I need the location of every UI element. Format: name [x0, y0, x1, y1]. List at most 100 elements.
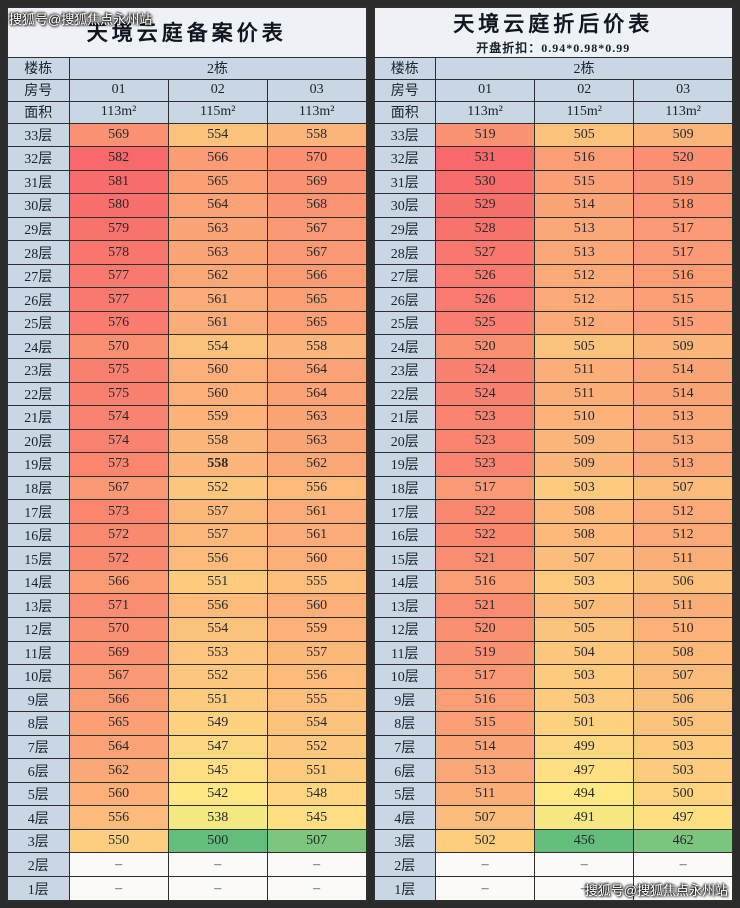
floor-label: 6层	[373, 758, 436, 783]
price-cell: 569	[266, 169, 368, 195]
floor-row: 3层 502 456 462	[373, 828, 734, 854]
price-cell: 516	[633, 263, 734, 289]
price-cell: 491	[534, 805, 635, 830]
price-cell: 509	[534, 428, 635, 454]
price-cell: 556	[167, 593, 268, 618]
area-row: 面积 113m² 115m² 113m²	[373, 100, 734, 124]
building-value: 2栋	[68, 56, 367, 80]
price-cell: 564	[68, 734, 169, 760]
price-cell: 564	[266, 381, 368, 407]
floor-label: 31层	[373, 169, 436, 195]
price-cell: 547	[167, 734, 268, 760]
floor-label: 28层	[373, 240, 436, 265]
floor-row: 19层 523 509 513	[373, 452, 734, 477]
price-cell: 571	[68, 593, 169, 618]
floor-label: 24层	[373, 334, 436, 359]
floor-row: 27层 526 512 516	[373, 263, 734, 289]
price-cell: 506	[633, 569, 734, 595]
price-cell: 564	[167, 193, 268, 218]
floor-row: 22层 575 560 564	[6, 381, 368, 407]
room-row: 房号 01 02 03	[373, 78, 734, 102]
room-number: 01	[434, 78, 536, 102]
price-cell: –	[266, 876, 368, 902]
price-cell: 572	[68, 546, 169, 571]
price-cell: 538	[167, 805, 268, 830]
price-cell: 500	[167, 828, 268, 854]
price-cell: 526	[434, 263, 536, 289]
floor-row: 10层 517 503 507	[373, 664, 734, 689]
price-cell: 510	[633, 616, 734, 642]
price-cell: 519	[434, 122, 536, 148]
price-cell: 512	[633, 499, 734, 524]
floor-row: 32层 582 566 570	[6, 146, 368, 171]
price-cell: 557	[167, 499, 268, 524]
price-cell: –	[266, 852, 368, 877]
floor-row: 23层 524 511 514	[373, 357, 734, 383]
floor-row: 24层 520 505 509	[373, 334, 734, 359]
price-cell: 521	[434, 593, 536, 618]
floor-row: 2层 – – –	[6, 852, 368, 877]
floor-label: 25层	[6, 310, 70, 336]
floor-label: 33层	[6, 122, 70, 148]
floor-label: 8层	[6, 711, 70, 736]
area-label: 面积	[6, 100, 70, 124]
floor-row: 6层 562 545 551	[6, 758, 368, 783]
floor-label: 1层	[6, 876, 70, 902]
price-cell: 549	[167, 711, 268, 736]
floor-row: 9层 516 503 506	[373, 687, 734, 713]
floor-row: 9层 566 551 555	[6, 687, 368, 713]
floor-label: 33层	[373, 122, 436, 148]
price-cell: 552	[167, 475, 268, 501]
floor-row: 4层 556 538 545	[6, 805, 368, 830]
price-cell: 554	[266, 711, 368, 736]
price-cell: 565	[167, 169, 268, 195]
price-cell: 514	[534, 193, 635, 218]
price-cell: 517	[633, 240, 734, 265]
floor-row: 27层 577 562 566	[6, 263, 368, 289]
price-cell: 563	[266, 428, 368, 454]
floor-label: 19层	[6, 452, 70, 477]
floor-label: 4层	[373, 805, 436, 830]
price-cell: 555	[266, 569, 368, 595]
price-cell: –	[68, 852, 169, 877]
price-cell: 561	[167, 310, 268, 336]
floor-label: 20层	[373, 428, 436, 454]
price-cell: 563	[167, 240, 268, 265]
floor-label: 32层	[373, 146, 436, 171]
floor-row: 33层 569 554 558	[6, 122, 368, 148]
price-cell: 577	[68, 287, 169, 312]
price-cell: 514	[633, 357, 734, 383]
price-cell: 574	[68, 428, 169, 454]
price-cell: 563	[266, 405, 368, 430]
price-cell: 517	[434, 475, 536, 501]
price-cell: 523	[434, 428, 536, 454]
floor-row: 16层 522 508 512	[373, 522, 734, 548]
floor-label: 25层	[373, 310, 436, 336]
price-cell: 557	[167, 522, 268, 548]
floor-label: 10层	[6, 664, 70, 689]
price-cell: 551	[167, 569, 268, 595]
price-cell: 530	[434, 169, 536, 195]
table-registered-prices: 天境云庭备案价表 楼栋 2栋 房号 01 02 03 面积 113m² 115m² 113m² 33层…	[6, 6, 368, 902]
floor-row: 28层 527 513 517	[373, 240, 734, 265]
price-cell: 514	[434, 734, 536, 760]
floor-label: 6层	[6, 758, 70, 783]
price-cell: 526	[434, 287, 536, 312]
price-cell: 515	[434, 711, 536, 736]
price-cell: 561	[266, 499, 368, 524]
floor-row: 13层 571 556 560	[6, 593, 368, 618]
price-cell: 507	[633, 475, 734, 501]
price-cell: 570	[266, 146, 368, 171]
price-cell: 503	[633, 734, 734, 760]
floor-row: 11层 519 504 508	[373, 640, 734, 666]
price-cell: 559	[266, 616, 368, 642]
table-title-text: 天境云庭折后价表	[453, 12, 654, 37]
price-cell: 545	[167, 758, 268, 783]
floor-label: 17层	[6, 499, 70, 524]
floor-label: 12层	[373, 616, 436, 642]
floor-label: 29层	[373, 216, 436, 242]
floor-row: 17层 522 508 512	[373, 499, 734, 524]
floor-label: 24层	[6, 334, 70, 359]
price-cell: 512	[534, 263, 635, 289]
floor-row: 20层 574 558 563	[6, 428, 368, 454]
